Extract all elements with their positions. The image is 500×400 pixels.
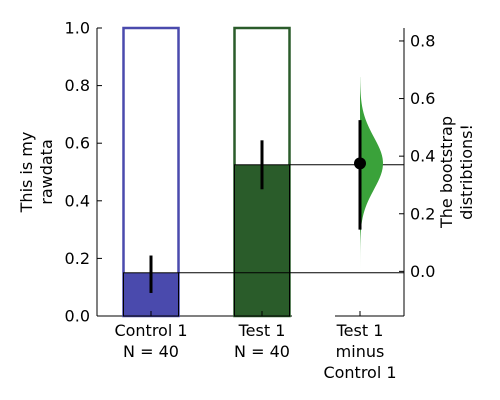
category-label: Test 1 — [238, 321, 286, 340]
difference-category-label: minus — [336, 342, 385, 361]
left-y-tick-label: 0.8 — [65, 76, 90, 95]
left-y-tick-label: 0.0 — [65, 307, 90, 326]
difference-category-label: Test 1 — [336, 321, 384, 340]
right-y-tick-label: 0.0 — [410, 262, 435, 281]
category-n-label: N = 40 — [123, 342, 179, 361]
right-y-tick-label: 0.4 — [410, 147, 435, 166]
left-y-tick-label: 0.4 — [65, 191, 90, 210]
category-label: Control 1 — [114, 321, 187, 340]
left-y-tick-label: 0.2 — [65, 249, 90, 268]
left-y-tick-label: 0.6 — [65, 134, 90, 153]
category-n-label: N = 40 — [234, 342, 290, 361]
left-y-axis-label-line: This is my — [17, 132, 36, 214]
right-y-tick-label: 0.6 — [410, 89, 435, 108]
right-y-axis-label: The bootstrapdistribtions! — [437, 116, 476, 229]
left-y-axis-label-line: rawdata — [37, 139, 56, 205]
right-y-tick-label: 0.2 — [410, 204, 435, 223]
right-y-axis-label-line: distribtions! — [457, 124, 476, 220]
difference-mean-point — [354, 157, 366, 170]
bar — [234, 164, 290, 317]
left-y-axis-label: This is myrawdata — [17, 132, 56, 214]
bootstrap-axes: 0.0 0.2 0.4 0.6 0.8 The bootstrapdistribtions… — [323, 28, 476, 382]
difference-category-label: Control 1 — [323, 363, 396, 382]
right-y-axis-label-line: The bootstrap — [437, 116, 456, 229]
raw-data-axes: 0.0 0.2 0.4 0.6 0.8 1.0 This is myrawdata Contr… — [17, 19, 404, 361]
left-y-tick-label: 1.0 — [65, 19, 90, 38]
right-y-tick-label: 0.8 — [410, 31, 435, 50]
bootstrap-distribution — [360, 76, 383, 273]
